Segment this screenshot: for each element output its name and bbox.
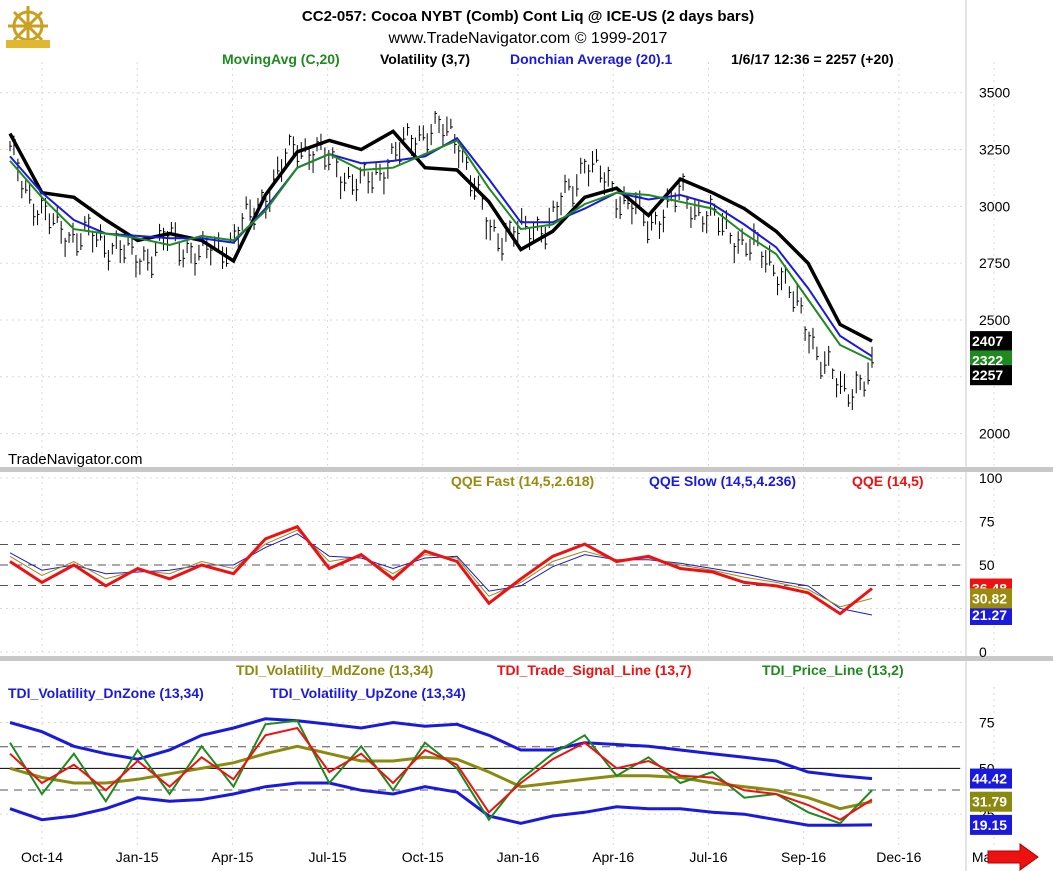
panel-separator-qqe[interactable]: [0, 467, 1053, 472]
series-layer: [8, 110, 874, 827]
legend-qqe: QQE (14,5): [852, 473, 924, 489]
badge-qqe-fast-bg: [970, 588, 1012, 609]
legend-tdi-dn: TDI_Volatility_DnZone (13,34): [8, 685, 204, 701]
right-arrow-icon[interactable]: [987, 843, 1039, 871]
legend-donchian: Donchian Average (20).1: [510, 51, 673, 67]
y-tick-label: 2000: [979, 426, 1010, 442]
y-tick-label: 0: [979, 644, 987, 660]
badge-moving-avg: 2322: [972, 352, 1003, 368]
series-tdi-signal: [9, 726, 873, 821]
y-tick-label: 50: [979, 557, 995, 573]
x-tick-label: Dec-16: [876, 849, 921, 865]
y-tick-label: 2500: [979, 312, 1010, 328]
x-tick-label: Jan-16: [497, 849, 540, 865]
badge-tdi-mid-bg: [970, 791, 1012, 812]
legend-readout: 1/6/17 12:36 = 2257 (+20): [731, 51, 894, 67]
legend-tdi-up: TDI_Volatility_UpZone (13,34): [270, 685, 466, 701]
y-tick-label: 75: [979, 715, 995, 731]
legend-volatility: Volatility (3,7): [380, 51, 470, 67]
badge-tdi-up: 44.42: [972, 771, 1007, 787]
badge-close-bg: [970, 365, 1012, 386]
badge-tdi-up-bg: [970, 768, 1012, 789]
y-tick-label: 3000: [979, 198, 1010, 214]
badge-layer: 24072322225721.2736.4830.8244.4231.7919.…: [970, 331, 1012, 835]
legend-tdi-signal: TDI_Trade_Signal_Line (13,7): [497, 662, 692, 678]
badge-qqe-slow: 21.27: [972, 607, 1007, 623]
grid-layer: [0, 62, 995, 846]
x-tick-label: Jul-16: [689, 849, 727, 865]
x-tick-label: Apr-15: [211, 849, 253, 865]
series-moving-avg: [9, 139, 873, 362]
legend-tdi-price: TDI_Price_Line (13,2): [762, 662, 904, 678]
chart-title: CC2-057: Cocoa NYBT (Comb) Cont Liq @ IC…: [302, 8, 754, 25]
badge-volatility-bg: [970, 331, 1012, 352]
legend-qqe-slow: QQE Slow (14,5,4.236): [649, 473, 796, 489]
legend-tdi-mid: TDI_Volatility_MdZone (13,34): [236, 662, 433, 678]
legend-moving-avg: MovingAvg (C,20): [222, 51, 340, 67]
x-tick-label: Jan-15: [116, 849, 159, 865]
y-tick-label: 2750: [979, 255, 1010, 271]
x-tick-label: Jul-15: [309, 849, 347, 865]
y-tick-label: 75: [979, 514, 995, 530]
badge-close: 2257: [972, 367, 1003, 383]
series-tdi-up: [9, 717, 873, 781]
badge-qqe-fast: 30.82: [972, 590, 1007, 606]
badge-volatility: 2407: [972, 333, 1003, 349]
x-tick-label: Sep-16: [781, 849, 826, 865]
badge-tdi-dn-bg: [970, 814, 1012, 835]
y-tick-label: 3500: [979, 85, 1010, 101]
chart-subtitle: www.TradeNavigator.com © 1999-2017: [388, 30, 668, 47]
x-tick-label: Oct-14: [21, 849, 63, 865]
ship-wheel-logo-icon: [6, 6, 50, 48]
badge-tdi-mid: 31.79: [972, 794, 1007, 810]
badge-tdi-dn: 19.15: [972, 817, 1007, 833]
series-qqe: [9, 524, 873, 616]
badge-qqe-slow-bg: [970, 604, 1012, 625]
x-tick-label: Apr-16: [592, 849, 634, 865]
watermark: TradeNavigator.com: [8, 451, 143, 468]
series-tdi-dn: [9, 781, 873, 827]
legend-qqe-fast: QQE Fast (14,5,2.618): [451, 473, 594, 489]
x-tick-label: Oct-15: [402, 849, 444, 865]
panel-separator-tdi[interactable]: [0, 656, 1053, 661]
y-tick-label: 100: [979, 470, 1003, 486]
y-tick-label: 3250: [979, 142, 1010, 158]
